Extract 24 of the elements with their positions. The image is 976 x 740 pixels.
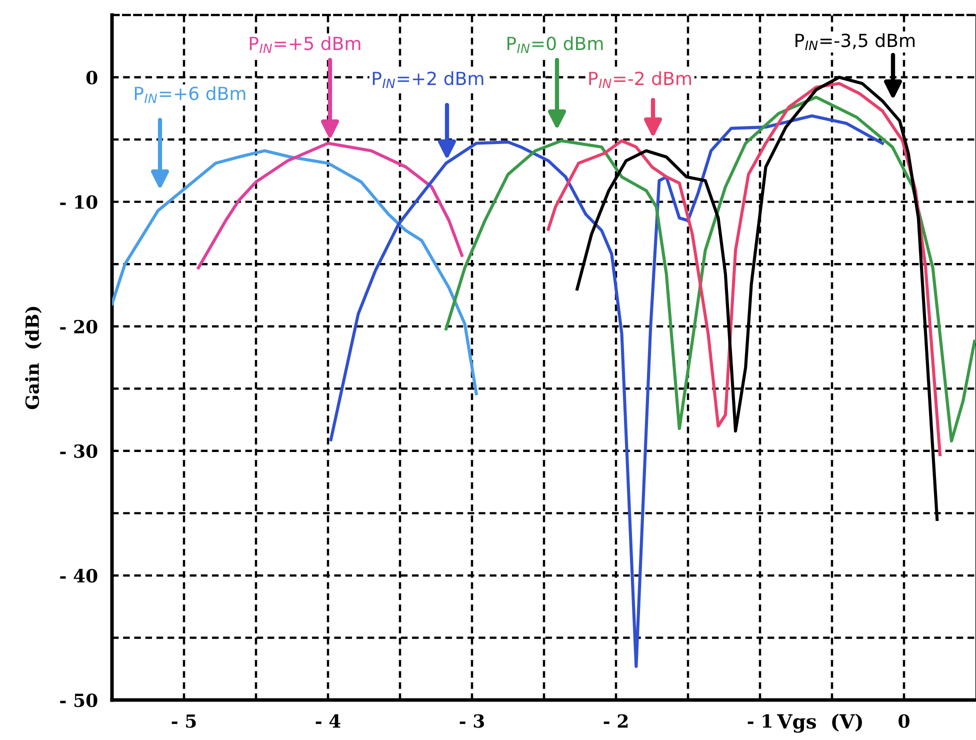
x-tick-label: 0 — [898, 714, 910, 728]
annotation: P$_{IN}$=+6 dBm — [134, 86, 246, 103]
annotation: P$_{IN}$=0 dBm — [507, 36, 603, 53]
y-tick-label: - 10 — [60, 195, 98, 209]
y-tick-label: - 30 — [60, 444, 98, 458]
y-tick-label: - 40 — [60, 568, 98, 583]
line-series — [112, 149, 478, 396]
annotation: P$_{IN}$=+5 dBm — [250, 36, 360, 53]
x-tick-label: - 2 — [604, 714, 628, 728]
annotation: P$_{IN}$=+2 dBm — [372, 71, 484, 88]
y-tick-label: 0 — [86, 70, 98, 84]
x-axis-title: Vgs (V) — [777, 714, 862, 733]
line-series — [196, 142, 464, 270]
y-tick-label: - 20 — [60, 320, 98, 334]
x-tick-label: - 4 — [316, 714, 340, 728]
x-tick-label: - 3 — [460, 714, 484, 728]
y-tick-label: - 50 — [60, 693, 98, 708]
y-axis-title: Gain (dB) — [25, 306, 42, 410]
annotation: P$_{IN}$=-2 dBm — [589, 71, 691, 88]
x-tick-label: - 5 — [172, 714, 196, 728]
line-series — [329, 114, 884, 668]
x-tick-label: - 1 — [748, 714, 772, 728]
annotation: P$_{IN}$=-3,5 dBm — [796, 33, 915, 50]
line-series — [444, 96, 976, 442]
